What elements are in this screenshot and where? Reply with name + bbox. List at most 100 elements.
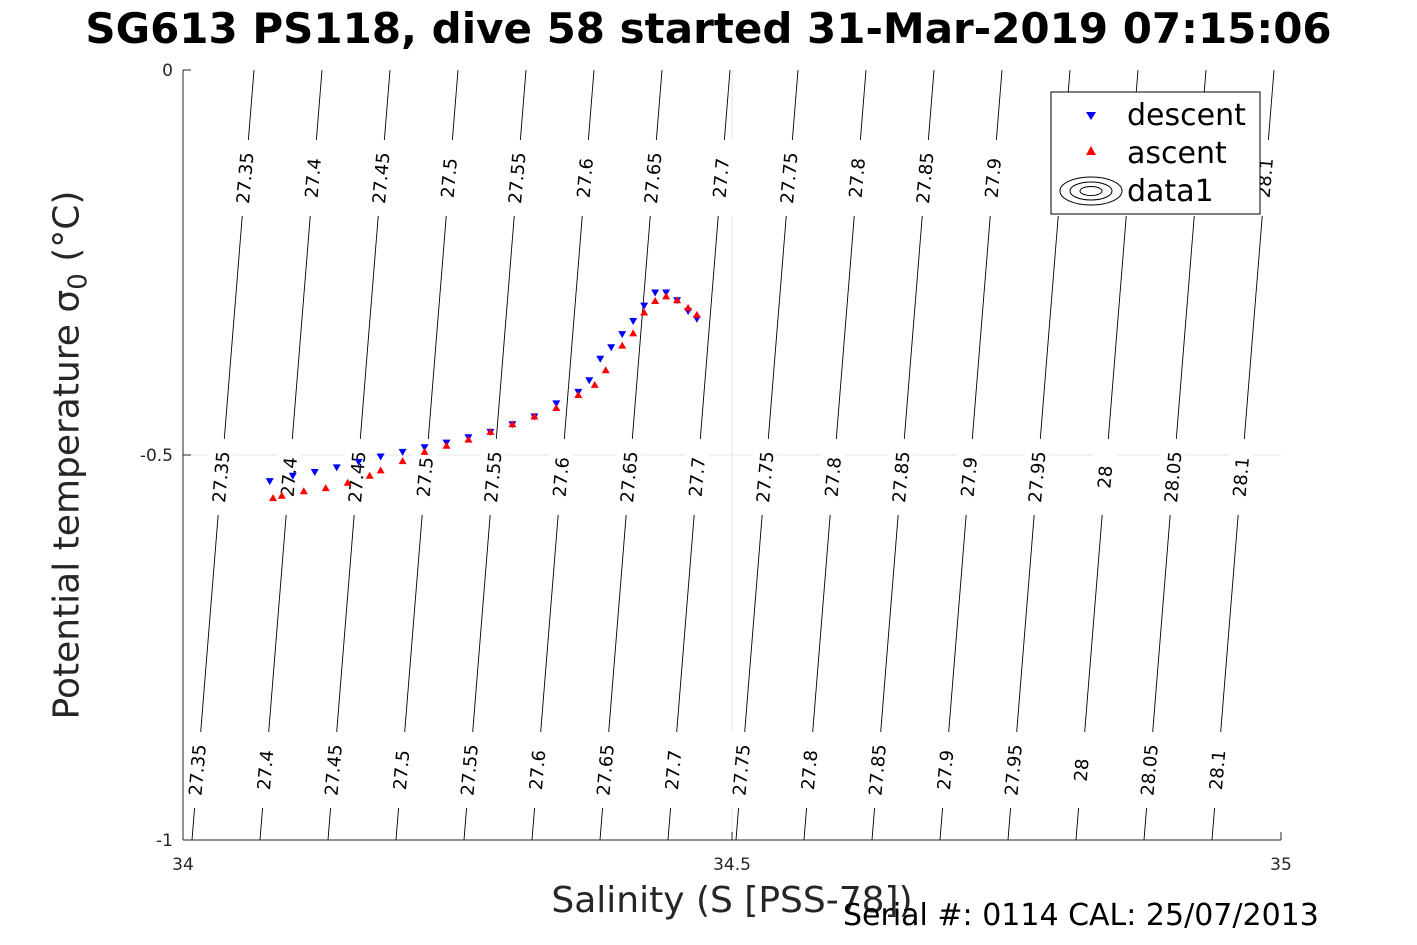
legend-ascent-marker (1086, 146, 1096, 155)
contour-label-bg (209, 439, 234, 515)
legend-contour-icon (1059, 176, 1123, 206)
contour-label: 27.4 (254, 749, 278, 791)
contour-label-bg (301, 140, 326, 216)
axis-ticks: 34 34.5 35 0 -0.5 -1 (140, 61, 1292, 875)
contour-label-bg (981, 140, 1006, 216)
contour-label-bg (277, 439, 302, 515)
contour-label-bg (369, 140, 394, 216)
descent-point (629, 318, 638, 326)
legend: descent ascent data1 (1050, 91, 1261, 215)
contour-label: 27.9 (934, 749, 958, 791)
contour-label: 27.9 (982, 157, 1006, 199)
contour-label-bg (729, 732, 754, 808)
contour-label: 27.8 (798, 749, 822, 791)
contour-label-bg (821, 439, 846, 515)
ascent-point (277, 491, 286, 499)
contour-label: 27.75 (753, 450, 778, 503)
contour-label: 27.5 (414, 456, 438, 498)
contour-label: 27.65 (617, 450, 642, 503)
density-contours: 27.35 27.35 27.35 27.4 27.4 27.4 27.45 27.45 27.… (185, 69, 1278, 841)
contour-label: 27.4 (278, 456, 302, 498)
ascent-point (464, 435, 473, 443)
ascent-point (662, 292, 671, 300)
legend-contour-label: data1 (1127, 174, 1214, 209)
descent-point (607, 344, 616, 352)
contour-label: 27.45 (345, 450, 370, 503)
contour-label: 27.35 (209, 450, 234, 503)
contour-label: 27.95 (1001, 743, 1026, 796)
contour-label-bg (457, 732, 482, 808)
contour-label-bg (185, 732, 210, 808)
y-axis-label-main: Potential temperature (46, 324, 88, 720)
contour-label-bg (1137, 732, 1162, 808)
ascent-point (692, 310, 701, 318)
contour-label-bg (573, 140, 598, 216)
descent-point (552, 400, 561, 408)
legend-descent-label: descent (1127, 98, 1246, 133)
legend-box (1050, 91, 1261, 215)
contour-label-bg (233, 140, 258, 216)
contour-label-bg (913, 140, 938, 216)
contour-label: 27.7 (686, 456, 710, 498)
contour-label-bg (685, 439, 710, 515)
descent-point (332, 464, 341, 472)
contour-label-bg (845, 140, 870, 216)
contour-label: 27.55 (505, 151, 530, 204)
contour-label: 27.5 (438, 157, 462, 199)
x-tick-label: 34.5 (713, 855, 751, 875)
descent-point (585, 377, 594, 385)
descent-point (640, 302, 649, 310)
chart-title: SG613 PS118, dive 58 started 31-Mar-2019… (85, 4, 1332, 53)
contour-label-bg (389, 732, 414, 808)
ascent-point (321, 484, 330, 492)
contour-label: 27.55 (481, 450, 506, 503)
contour-label: 27.75 (729, 743, 754, 796)
contour-label: 27.65 (641, 151, 666, 204)
contour-label-bg (957, 439, 982, 515)
descent-point (596, 355, 605, 363)
descent-point (420, 444, 429, 452)
ascent-point (530, 412, 539, 420)
contour-label: 28.05 (1137, 743, 1162, 796)
x-tick-label: 35 (1270, 855, 1292, 875)
legend-descent-marker (1086, 112, 1096, 120)
x-tick-label: 34 (172, 855, 194, 875)
descent-point (288, 472, 297, 480)
contour-label: 27.4 (302, 157, 326, 199)
contour-label-bg (889, 439, 914, 515)
x-axis-label: Salinity (S [PSS-78]) (551, 880, 913, 921)
ascent-point (442, 441, 451, 449)
contour-label-bg (753, 439, 778, 515)
contour-label: 27.7 (662, 749, 686, 791)
ascent-point (590, 380, 599, 388)
contour-label: 27.8 (822, 456, 846, 498)
contour-label: 27.55 (457, 743, 482, 796)
contour-label-bg (481, 439, 506, 515)
contour-label-bg (1093, 439, 1118, 515)
descent-point (398, 448, 407, 456)
contour-label: 27.35 (233, 151, 258, 204)
contour-label: 27.85 (889, 450, 914, 503)
ascent-point (618, 341, 627, 349)
contour-label: 28.1 (1230, 456, 1254, 498)
y-tick-label: 0 (162, 61, 173, 81)
ascent-point (299, 487, 308, 495)
contour-label-bg (933, 732, 958, 808)
ascent-point (420, 447, 429, 455)
serial-cal-info: Serial #: 0114 CAL: 25/07/2013 (843, 898, 1319, 933)
y-axis-label-symbol: σ (46, 289, 88, 313)
ascent-point (651, 297, 660, 304)
contour-label: 27.6 (550, 456, 574, 498)
contour-label-bg (1069, 732, 1094, 808)
contour-label-bg (1161, 439, 1186, 515)
ascent-point (365, 471, 374, 479)
ascent-point (640, 308, 649, 316)
contour-label: 27.45 (369, 151, 394, 204)
ascent-point (376, 466, 385, 474)
ascent-point (552, 404, 561, 412)
contour-label: 28.05 (1161, 450, 1186, 503)
contour-label-bg (709, 140, 734, 216)
contour-label-bg (437, 140, 462, 216)
contour-label: 28 (1094, 465, 1117, 490)
